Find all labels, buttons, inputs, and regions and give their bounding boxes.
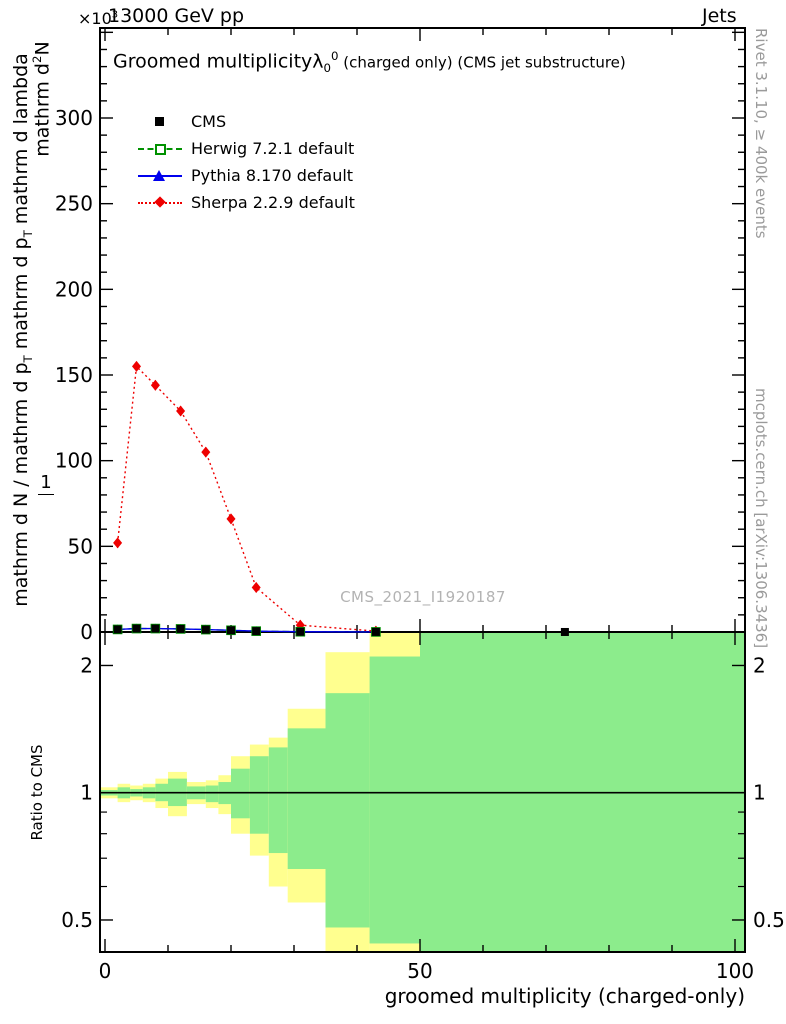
legend-label-cms: CMS bbox=[191, 112, 227, 131]
cms-marker-icon bbox=[138, 115, 182, 128]
legend-item-pythia: Pythia 8.170 default bbox=[138, 162, 355, 189]
beam-energy-label: 13000 GeV pp bbox=[108, 5, 245, 27]
y-scale-exponent: ×103 bbox=[78, 9, 119, 28]
svg-text:150: 150 bbox=[55, 363, 93, 387]
plot-title: Groomed multiplicityλ00 (charged only) (… bbox=[113, 49, 626, 76]
y-axis-label-fraction-one: 1 bbox=[38, 472, 54, 495]
svg-text:2: 2 bbox=[753, 653, 766, 677]
svg-text:0: 0 bbox=[80, 620, 93, 644]
sherpa-line-marker-icon bbox=[138, 196, 182, 209]
svg-text:1: 1 bbox=[80, 781, 93, 805]
svg-text:0: 0 bbox=[99, 959, 112, 983]
y-axis-label-numerator: mathrm d2N bbox=[30, 41, 54, 157]
fraction-one-text: 1 bbox=[40, 472, 52, 493]
fraction-bar bbox=[38, 494, 54, 495]
svg-text:200: 200 bbox=[55, 277, 93, 301]
legend-item-sherpa: Sherpa 2.2.9 default bbox=[138, 189, 355, 216]
legend-item-cms: CMS bbox=[138, 108, 355, 135]
legend-label-pythia: Pythia 8.170 default bbox=[191, 166, 354, 185]
svg-text:0.5: 0.5 bbox=[753, 908, 785, 932]
svg-text:100: 100 bbox=[55, 449, 93, 473]
svg-text:0.5: 0.5 bbox=[61, 908, 93, 932]
svg-text:50: 50 bbox=[407, 959, 432, 983]
legend-label-herwig: Herwig 7.2.1 default bbox=[191, 139, 355, 158]
svg-text:100: 100 bbox=[716, 959, 754, 983]
legend: CMS Herwig 7.2.1 default Pythia 8.170 de… bbox=[138, 108, 355, 216]
legend-item-herwig: Herwig 7.2.1 default bbox=[138, 135, 355, 162]
svg-text:2: 2 bbox=[80, 653, 93, 677]
svg-text:50: 50 bbox=[68, 534, 93, 558]
y-axis-label-denominator: mathrm d N / mathrm d pT mathrm d pT mat… bbox=[10, 53, 35, 607]
mcplots-credit-note: mcplots.cern.ch [arXiv:1306.3436] bbox=[752, 388, 770, 649]
rivet-version-note: Rivet 3.1.10, ≥ 400k events bbox=[752, 28, 770, 239]
x-axis-title: groomed multiplicity (charged-only) bbox=[384, 984, 745, 1008]
jets-label: Jets bbox=[702, 5, 737, 27]
pythia-line-marker-icon bbox=[138, 169, 182, 182]
herwig-line-marker-icon bbox=[138, 142, 182, 155]
legend-label-sherpa: Sherpa 2.2.9 default bbox=[191, 193, 355, 212]
svg-text:300: 300 bbox=[55, 106, 93, 130]
ratio-axis-label: Ratio to CMS bbox=[28, 744, 46, 841]
svg-text:250: 250 bbox=[55, 192, 93, 216]
svg-text:1: 1 bbox=[753, 781, 766, 805]
analysis-watermark: CMS_2021_I1920187 bbox=[340, 588, 506, 606]
